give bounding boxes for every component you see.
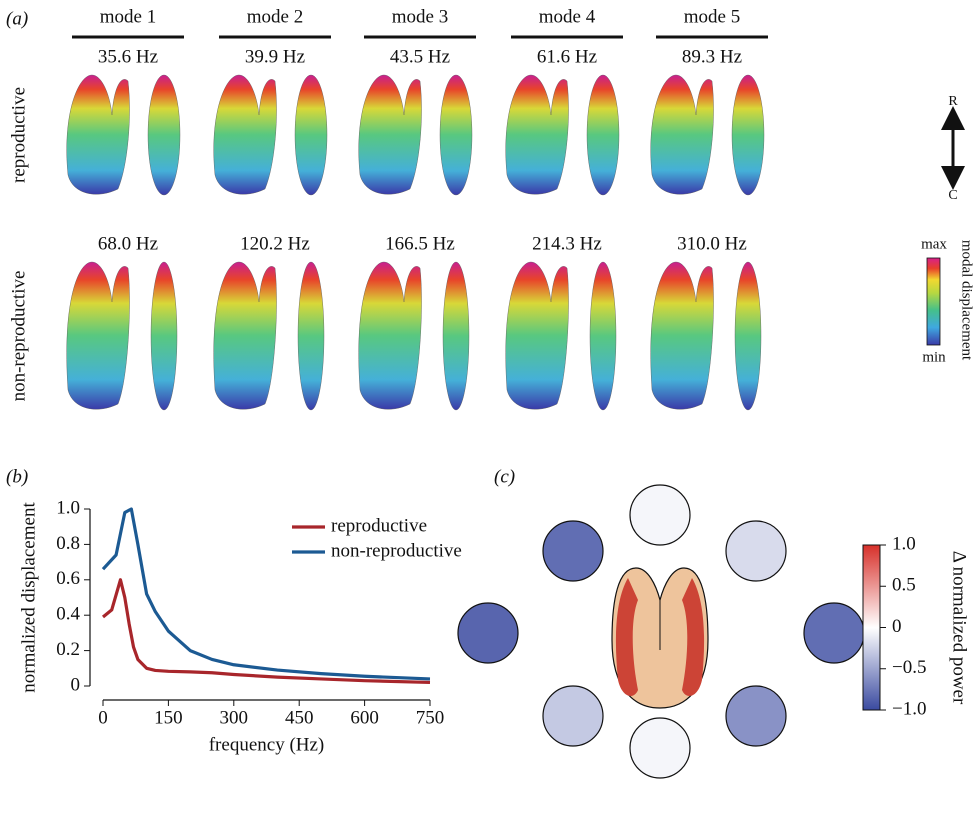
mode-label: mode 5 — [684, 6, 740, 27]
organ-side — [294, 74, 328, 196]
organ-side — [734, 261, 762, 411]
colorbar-tick-label: −0.5 — [892, 657, 926, 678]
colorbar-tick-label: 1.0 — [892, 533, 916, 554]
frequency-label: 35.6 Hz — [98, 46, 158, 67]
x-axis-label: frequency (Hz) — [209, 734, 325, 755]
x-tick-label: 0 — [98, 707, 108, 728]
scale-bar — [926, 257, 941, 346]
line-series — [101, 507, 431, 681]
organ-side — [442, 261, 470, 411]
y-axis-label: normalized displacement — [18, 502, 39, 693]
frequency-label: 89.3 Hz — [682, 46, 742, 67]
electrode — [629, 717, 691, 779]
panel-c: (c) 1.0 0.5 0 −0.5 −1.0 Δ normalized power — [457, 466, 970, 779]
organ-side — [586, 74, 620, 196]
electrode — [457, 602, 519, 664]
frequency-label: 68.0 Hz — [98, 233, 158, 254]
organ-front — [66, 74, 130, 195]
scale-max: max — [921, 236, 947, 252]
organ-side — [297, 261, 325, 411]
colorbar-label: Δ normalized power — [949, 551, 970, 705]
organ-front — [66, 261, 130, 410]
electrode — [803, 602, 865, 664]
organ-side — [439, 74, 473, 196]
row-label: non-reproductive — [8, 271, 29, 402]
organ-front — [358, 74, 422, 195]
organ-side — [147, 74, 181, 196]
organ-front — [650, 74, 714, 195]
organ-front — [650, 261, 714, 410]
organ-side — [589, 261, 617, 411]
frequency-label: 61.6 Hz — [537, 46, 597, 67]
x-tick-label: 300 — [220, 707, 249, 728]
mode-label: mode 3 — [392, 6, 448, 27]
organ-active-right — [682, 578, 705, 696]
y-tick-label: 0.8 — [56, 533, 80, 554]
organ-front — [505, 261, 569, 410]
electrode — [725, 520, 787, 582]
legend-label: reproductive — [331, 515, 427, 536]
colorbar-tick-label: −1.0 — [892, 698, 926, 719]
frequency-label: 120.2 Hz — [240, 233, 310, 254]
frequency-label: 166.5 Hz — [385, 233, 455, 254]
electrode — [542, 520, 604, 582]
y-tick-label: 0.6 — [56, 568, 80, 589]
frequency-label: 310.0 Hz — [677, 233, 747, 254]
organ-side — [150, 261, 178, 411]
panel-label: (c) — [494, 466, 515, 487]
y-tick-label: 1.0 — [56, 497, 80, 518]
organ-front — [505, 74, 569, 195]
row-label: reproductive — [8, 87, 29, 183]
scale-label: modal displacement — [959, 240, 975, 361]
frequency-label: 43.5 Hz — [390, 46, 450, 67]
organ-active-left — [615, 578, 638, 696]
panel-label: (b) — [6, 466, 28, 487]
line-series — [101, 578, 431, 685]
panel-a: (a) mode 1 mode 2 mode 3 mode 4 mode 5 reprodu… — [6, 6, 975, 411]
colorbar-tick-label: 0.5 — [892, 575, 916, 596]
axis-bottom: C — [948, 188, 957, 203]
axis-top: R — [948, 94, 958, 109]
frequency-label: 214.3 Hz — [532, 233, 602, 254]
y-tick-label: 0.4 — [56, 604, 80, 625]
colorbar-tick-label: 0 — [892, 616, 902, 637]
x-tick-label: 450 — [285, 707, 314, 728]
organ-side — [731, 74, 765, 196]
organ-front — [213, 261, 277, 410]
colorbar — [862, 544, 881, 711]
frequency-label: 39.9 Hz — [245, 46, 305, 67]
y-tick-label: 0.2 — [56, 639, 80, 660]
panel-b: (b) 0 0.2 0.4 0.6 0.8 1.0 0 150 300 450 600 750 frequ… — [6, 466, 462, 755]
organ-front — [213, 74, 277, 195]
organ-front — [358, 261, 422, 410]
electrode — [542, 685, 604, 747]
mode-label: mode 1 — [100, 6, 156, 27]
mode-label: mode 4 — [539, 6, 596, 27]
x-tick-label: 150 — [154, 707, 183, 728]
scale-min: min — [922, 349, 946, 365]
panel-label: (a) — [6, 8, 28, 29]
electrode — [725, 685, 787, 747]
x-tick-label: 750 — [416, 707, 445, 728]
electrode — [629, 484, 691, 546]
mode-label: mode 2 — [247, 6, 303, 27]
x-tick-label: 600 — [350, 707, 379, 728]
y-tick-label: 0 — [71, 674, 81, 695]
legend-label: non-reproductive — [331, 540, 462, 561]
